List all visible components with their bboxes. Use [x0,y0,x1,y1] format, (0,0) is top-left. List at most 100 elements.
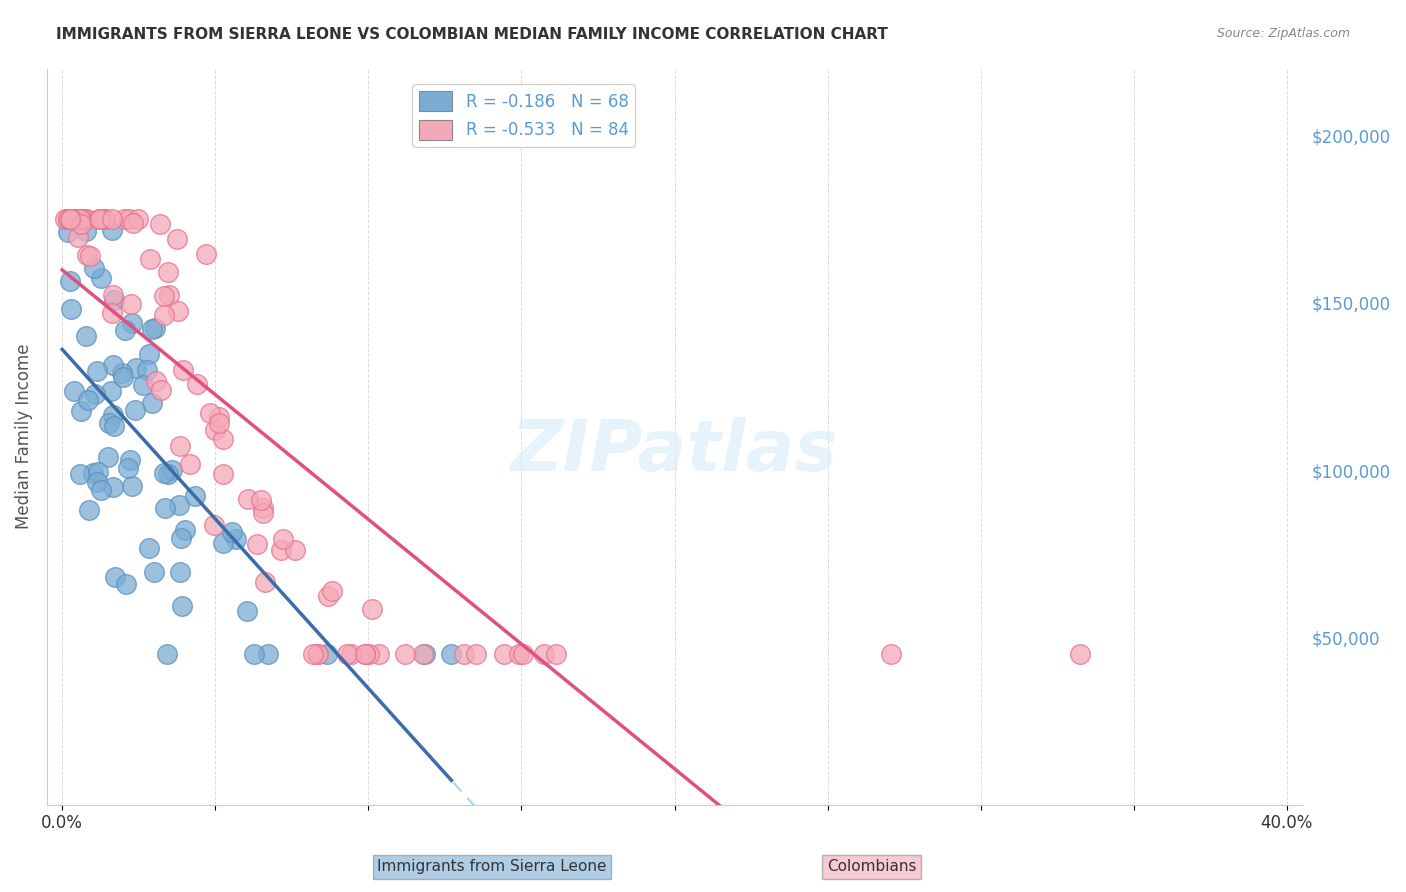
Point [494,647,516,661]
Point [93,212,115,227]
Point [90,271,112,285]
Point [321,584,343,599]
Point [73,212,96,227]
Point [284,543,307,558]
Point [104,570,127,584]
Point [155,501,177,516]
Point [59,212,82,227]
Point [453,647,475,661]
Point [880,647,903,661]
Point [157,265,180,279]
Point [208,416,231,430]
Point [121,316,143,330]
Point [127,212,149,227]
Point [70,212,93,227]
Point [69,404,91,418]
Point [138,541,160,556]
Point [103,293,125,307]
Point [167,498,190,512]
Point [93,212,115,227]
Point [118,212,141,227]
Point [141,322,163,336]
Legend: R = -0.186   N = 68, R = -0.533   N = 84: R = -0.186 N = 68, R = -0.533 N = 84 [412,84,636,146]
Point [69,217,91,231]
Point [67,230,90,244]
Point [160,463,183,477]
Point [56,212,79,227]
Point [145,374,167,388]
Point [412,647,434,661]
Point [122,216,145,230]
Point [256,647,278,661]
Point [114,323,136,337]
Point [66,212,89,227]
Point [183,489,205,503]
Point [236,492,259,507]
Point [117,460,139,475]
Text: IMMIGRANTS FROM SIERRA LEONE VS COLOMBIAN MEDIAN FAMILY INCOME CORRELATION CHART: IMMIGRANTS FROM SIERRA LEONE VS COLOMBIA… [56,27,889,42]
Point [103,418,125,433]
Point [101,306,124,320]
Point [202,518,225,533]
Point [153,308,176,322]
Point [153,466,176,480]
Point [79,249,101,263]
Point [236,603,259,617]
Point [440,647,463,661]
Y-axis label: Median Family Income: Median Family Income [15,343,32,529]
Point [121,479,143,493]
Point [211,467,233,482]
Text: Colombians: Colombians [827,859,917,874]
Point [87,465,110,479]
Point [179,457,201,471]
Point [86,364,108,378]
Point [124,402,146,417]
Point [394,647,416,661]
Point [316,590,339,604]
Point [84,387,107,401]
Point [103,358,125,372]
Point [167,304,190,318]
Point [194,247,217,261]
Point [307,647,329,661]
Point [75,224,97,238]
Point [77,503,100,517]
Point [361,602,384,616]
Point [208,410,231,425]
Point [90,483,112,497]
Point [225,533,247,547]
Point [246,537,269,551]
Point [56,225,79,239]
Point [120,296,142,310]
Point [271,533,294,547]
Point [250,493,273,508]
Point [101,480,124,494]
Point [172,363,194,377]
Point [157,467,180,481]
Point [97,416,120,430]
Point [1069,647,1091,661]
Point [198,406,221,420]
Point [87,212,110,227]
Point [166,231,188,245]
Point [66,212,89,227]
Point [221,524,243,539]
Point [60,212,83,227]
Point [60,302,83,317]
Point [58,212,80,227]
Point [100,223,122,237]
Point [252,500,274,515]
Point [63,212,86,227]
Point [174,523,197,537]
Point [53,212,76,227]
Point [204,424,226,438]
Point [75,329,97,343]
Point [82,466,104,480]
Point [76,393,98,408]
Point [101,408,124,422]
Point [112,212,135,227]
Point [138,252,160,266]
Point [354,647,377,661]
Point [169,565,191,579]
Point [69,212,91,227]
